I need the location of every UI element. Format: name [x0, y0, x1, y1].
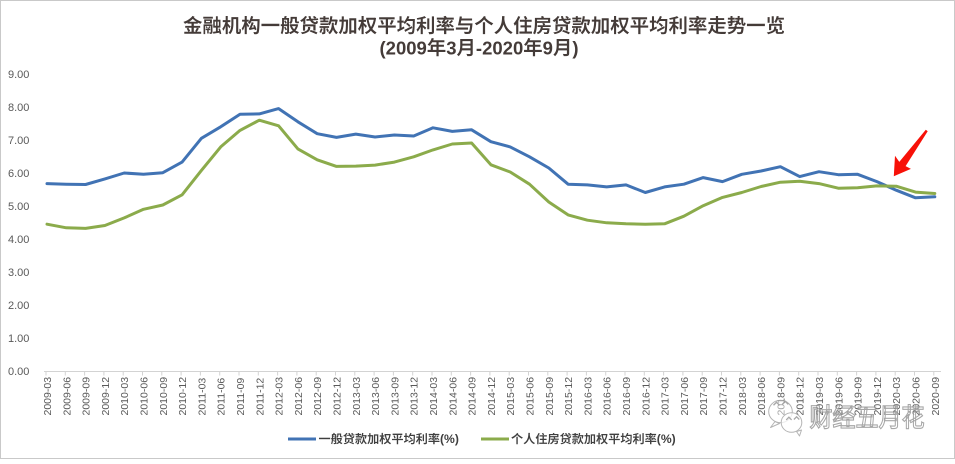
svg-text:(%): (%) — [440, 432, 459, 446]
svg-text:9.00: 9.00 — [8, 69, 29, 81]
svg-text:2017-03: 2017-03 — [660, 377, 672, 416]
svg-text:9: 9 — [543, 38, 553, 59]
svg-text:2011-03: 2011-03 — [196, 378, 208, 416]
svg-text:2016-09: 2016-09 — [621, 377, 633, 416]
svg-text:2017-06: 2017-06 — [679, 377, 691, 416]
svg-text:2020-06: 2020-06 — [911, 377, 923, 416]
svg-text:2018-09: 2018-09 — [775, 377, 787, 416]
svg-text:2012-06: 2012-06 — [293, 377, 305, 416]
svg-text:-: - — [476, 38, 482, 59]
svg-text:2015-12: 2015-12 — [563, 377, 575, 416]
svg-text:2018-12: 2018-12 — [795, 377, 807, 416]
svg-text:2011-06: 2011-06 — [216, 378, 228, 416]
svg-text:2015-09: 2015-09 — [544, 377, 556, 416]
svg-text:1.00: 1.00 — [8, 333, 29, 345]
svg-text:2: 2 — [482, 38, 492, 59]
svg-text:2013-06: 2013-06 — [370, 377, 382, 416]
svg-text:2009-09: 2009-09 — [81, 377, 93, 416]
svg-text:2009-03: 2009-03 — [42, 377, 54, 416]
svg-text:0: 0 — [513, 38, 523, 59]
svg-text:2014-09: 2014-09 — [467, 377, 479, 416]
svg-text:2.00: 2.00 — [8, 300, 29, 312]
svg-text:6.00: 6.00 — [8, 168, 29, 180]
svg-text:2: 2 — [503, 38, 513, 59]
svg-text:2014-12: 2014-12 — [486, 377, 498, 416]
svg-text:2010-12: 2010-12 — [177, 377, 189, 416]
svg-text:2018-06: 2018-06 — [756, 377, 768, 416]
svg-text:2020-09: 2020-09 — [930, 377, 942, 416]
svg-text:0: 0 — [492, 38, 502, 59]
svg-text:2012-03: 2012-03 — [274, 377, 286, 416]
svg-text:2018-03: 2018-03 — [737, 377, 749, 416]
svg-text:2016-03: 2016-03 — [582, 377, 594, 416]
svg-text:2019-12: 2019-12 — [872, 377, 884, 416]
svg-text:5.00: 5.00 — [8, 201, 29, 213]
svg-text:2017-09: 2017-09 — [698, 377, 710, 416]
svg-text:4.00: 4.00 — [8, 234, 29, 246]
svg-text:2015-03: 2015-03 — [505, 377, 517, 416]
svg-text:2010-09: 2010-09 — [158, 377, 170, 416]
svg-text:2011-12: 2011-12 — [254, 378, 266, 416]
svg-text:): ) — [572, 38, 578, 59]
svg-text:2009-06: 2009-06 — [61, 377, 73, 416]
svg-text:2017-12: 2017-12 — [718, 377, 730, 416]
svg-text:7.00: 7.00 — [8, 135, 29, 147]
svg-text:(%): (%) — [657, 432, 676, 446]
svg-text:2014-03: 2014-03 — [428, 377, 440, 416]
svg-text:2013-12: 2013-12 — [409, 377, 421, 416]
svg-text:2010-06: 2010-06 — [139, 377, 151, 416]
svg-text:2019-09: 2019-09 — [853, 377, 865, 416]
svg-text:9: 9 — [417, 38, 427, 59]
svg-text:0.00: 0.00 — [8, 366, 29, 378]
svg-text:2010-03: 2010-03 — [119, 377, 131, 416]
svg-text:2013-03: 2013-03 — [351, 377, 363, 416]
svg-text:3: 3 — [446, 38, 456, 59]
svg-text:8.00: 8.00 — [8, 102, 29, 114]
svg-text:0: 0 — [396, 38, 406, 59]
svg-text:2011-09: 2011-09 — [235, 378, 247, 416]
svg-text:2009-12: 2009-12 — [100, 377, 112, 416]
svg-text:3.00: 3.00 — [8, 267, 29, 279]
svg-text:2012-12: 2012-12 — [332, 377, 344, 416]
svg-text:2012-09: 2012-09 — [312, 377, 324, 416]
svg-text:2: 2 — [386, 38, 396, 59]
svg-text:2016-12: 2016-12 — [640, 377, 652, 416]
svg-text:2013-09: 2013-09 — [389, 377, 401, 416]
svg-text:2014-06: 2014-06 — [447, 377, 459, 416]
svg-text:0: 0 — [406, 38, 416, 59]
svg-text:2015-06: 2015-06 — [525, 377, 537, 416]
svg-text:2016-06: 2016-06 — [602, 377, 614, 416]
svg-text:(: ( — [379, 38, 386, 59]
